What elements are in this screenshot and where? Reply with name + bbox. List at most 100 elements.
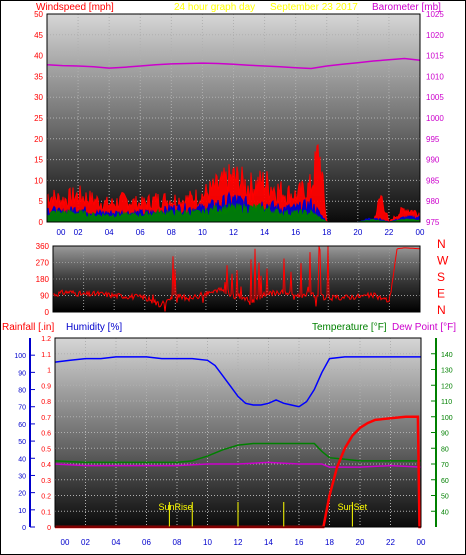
plot-frame [46, 13, 421, 223]
wind-tick-label: 30 [34, 93, 43, 102]
barometer-tick-label: 1000 [426, 114, 444, 123]
temperature-tick-label: 60 [441, 478, 449, 485]
barometer-tick-label: 1015 [426, 52, 444, 61]
wind-direction-series [52, 246, 421, 313]
temperature-axis-title: Temperature [°F] [312, 322, 387, 333]
wind-tick-label: 10 [34, 176, 43, 185]
direction-tick-label: 270 [36, 259, 50, 268]
graph-date: September 23 2017 [270, 2, 358, 13]
humidity-series [54, 356, 421, 408]
rainfall-tick-label: 0.6 [41, 431, 51, 438]
barometer-tick-label: 1005 [426, 93, 444, 102]
time-tick-label: 04 [105, 228, 114, 237]
barometer-tick-label: 980 [426, 197, 440, 206]
time-tick-label: 16 [291, 228, 300, 237]
wind-tick-label: 0 [39, 218, 44, 227]
time-tick-label: 12 [229, 228, 238, 237]
rainfall-tick-label: 1 [47, 368, 51, 375]
humidity-tick-label: 10 [18, 508, 26, 515]
humidity-tick-label: 0 [22, 525, 26, 532]
wind-tick-label: 25 [34, 114, 43, 123]
rainfall-tick-label: 0.1 [41, 509, 51, 516]
temperature-tick-label: 50 [441, 494, 449, 501]
time-tick-label: 06 [142, 538, 151, 547]
rainfall-series [55, 415, 421, 529]
temperature-series [54, 442, 421, 464]
wind-tick-label: 40 [34, 52, 43, 61]
wind-tick-label: 20 [34, 135, 43, 144]
barometer-tick-label: 995 [426, 135, 440, 144]
temperature-tick-label: 40 [441, 509, 449, 516]
barometer-tick-label: 1025 [426, 10, 444, 19]
plot-frame [54, 337, 422, 528]
sunrise-annotation: SunRise [158, 502, 192, 512]
humidity-tick-label: 60 [18, 422, 26, 429]
wind-axis-title: Windspeed [mph] [36, 2, 114, 13]
wind-tick-label: 5 [39, 197, 44, 206]
compass-label: S [437, 270, 445, 284]
barometer-axis-title: Barometer [mb] [372, 2, 441, 13]
rainfall-tick-label: 0.5 [41, 446, 51, 453]
time-tick-label: 18 [322, 228, 331, 237]
temperature-tick-label: 130 [441, 368, 453, 375]
rainfall-tick-label: 0.8 [41, 399, 51, 406]
wind-panel: 0510152025303540455097598098599099510001… [34, 10, 444, 237]
wind-tick-label: 35 [34, 72, 43, 81]
barometer-series [46, 57, 421, 70]
time-tick-label: 04 [112, 538, 121, 547]
wind-tick-label: 15 [34, 156, 43, 165]
time-tick-label: 00 [57, 228, 66, 237]
time-tick-label: 00 [416, 228, 425, 237]
dewpoint-series [54, 461, 422, 468]
barometer-tick-label: 975 [426, 218, 440, 227]
barometer-tick-label: 1010 [426, 72, 444, 81]
temperature-panel: Rainfall [.in] Humidity [%] Temperature [°… [2, 322, 456, 547]
temperature-tick-label: 70 [441, 462, 449, 469]
humidity-tick-label: 90 [18, 370, 26, 377]
humidity-tick-label: 80 [18, 388, 26, 395]
direction-tick-label: 360 [36, 242, 50, 251]
sunset-annotation: SunSet [338, 502, 368, 512]
header: Windspeed [mph] 24 hour graph day Septem… [36, 2, 441, 13]
rainfall-tick-label: 0.7 [41, 415, 51, 422]
time-tick-label: 00 [417, 538, 426, 547]
rainfall-tick-label: 0 [47, 525, 51, 532]
time-tick-label: 02 [81, 538, 90, 547]
rainfall-tick-label: 1.2 [41, 336, 51, 343]
time-tick-label: 18 [325, 538, 334, 547]
compass-label: E [437, 287, 445, 301]
humidity-tick-label: 100 [14, 353, 26, 360]
rainfall-tick-label: 0.2 [41, 494, 51, 501]
time-tick-label: 10 [198, 228, 207, 237]
temperature-tick-label: 100 [441, 415, 453, 422]
temperature-tick-label: 90 [441, 431, 449, 438]
wind-tick-label: 45 [34, 31, 43, 40]
humidity-tick-label: 20 [18, 491, 26, 498]
barometer-tick-label: 1020 [426, 31, 444, 40]
time-tick-label: 00 [61, 538, 70, 547]
rainfall-tick-label: 0.3 [41, 478, 51, 485]
time-tick-label: 16 [295, 538, 304, 547]
time-tick-label: 22 [386, 538, 395, 547]
compass-label: N [437, 237, 446, 251]
direction-tick-label: 90 [40, 292, 49, 301]
rainfall-tick-label: 0.4 [41, 462, 51, 469]
temperature-tick-label: 110 [441, 399, 452, 406]
time-tick-label: 20 [356, 538, 365, 547]
time-tick-label: 12 [234, 538, 243, 547]
compass-label: W [437, 254, 449, 268]
dewpoint-axis-title: Dew Point [°F] [392, 322, 456, 333]
time-tick-label: 14 [260, 228, 269, 237]
barometer-tick-label: 990 [426, 156, 440, 165]
temperature-tick-label: 80 [441, 446, 449, 453]
rainfall-tick-label: 0.9 [41, 383, 51, 390]
time-tick-label: 08 [167, 228, 176, 237]
rainfall-axis-title: Rainfall [.in] [2, 322, 54, 333]
time-tick-label: 22 [384, 228, 393, 237]
temperature-tick-label: 120 [441, 383, 453, 390]
time-tick-label: 14 [264, 538, 273, 547]
humidity-tick-label: 40 [18, 456, 26, 463]
rainfall-tick-label: 1.1 [41, 352, 51, 359]
